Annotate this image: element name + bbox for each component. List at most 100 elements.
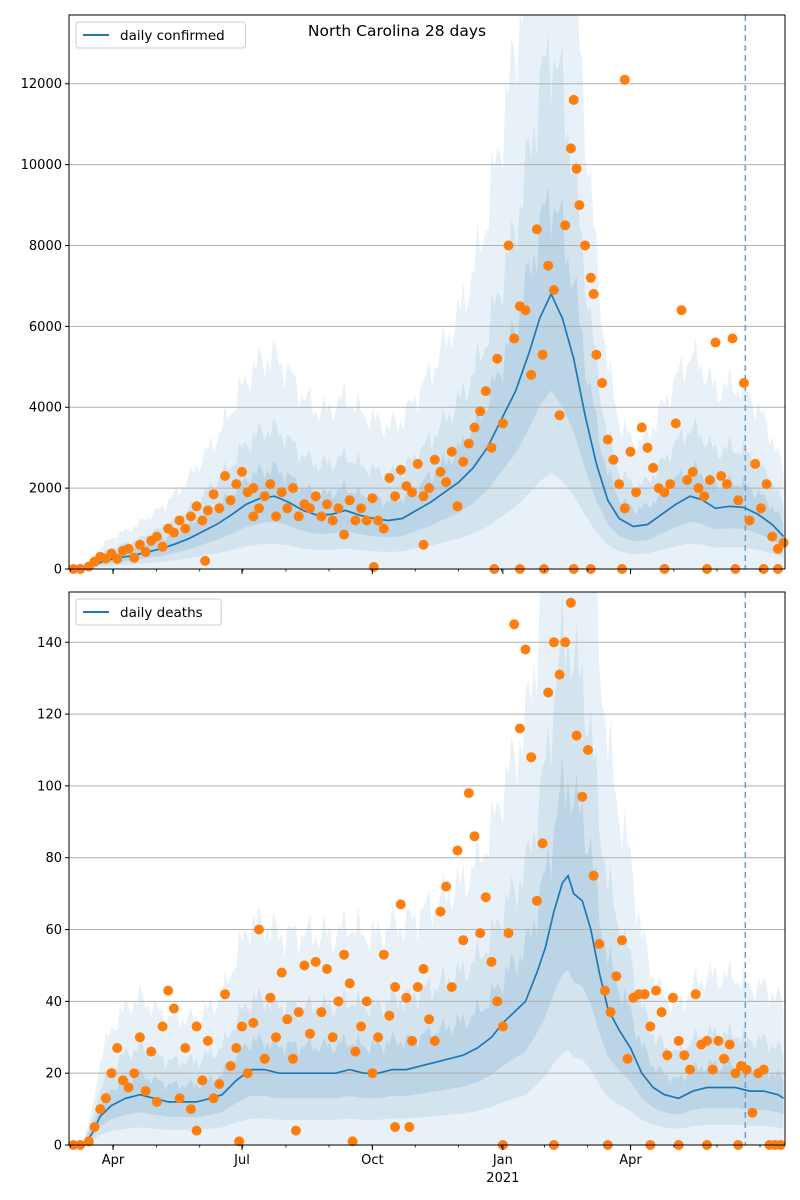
observed-point-98 <box>614 479 625 490</box>
observed-point-115 <box>710 337 721 348</box>
observed-point-42 <box>310 956 321 967</box>
observed-point-136 <box>290 1125 301 1136</box>
observed-point-45 <box>327 515 338 526</box>
x-tick-label-apr: Apr <box>102 1153 125 1168</box>
observed-point-102 <box>636 422 647 433</box>
confirmed-panel: 0 2000 4000 6000 8000 10000 12000 daily confirm… <box>21 14 789 578</box>
observed-point-64 <box>435 466 446 477</box>
observed-point-54 <box>378 523 389 534</box>
observed-point-37 <box>282 503 293 514</box>
observed-point-109 <box>676 305 687 316</box>
observed-point-75 <box>497 418 508 429</box>
observed-point-43 <box>316 511 327 522</box>
observed-point-117 <box>721 479 732 490</box>
observed-point-14 <box>151 531 162 542</box>
observed-point-76 <box>503 928 514 939</box>
observed-point-81 <box>531 224 542 235</box>
observed-point-92 <box>585 272 596 283</box>
observed-point-29 <box>237 466 247 477</box>
observed-point-42 <box>310 491 321 502</box>
observed-point-77 <box>509 333 520 344</box>
observed-point-60 <box>412 458 423 469</box>
y-tick-label-0: 0 <box>54 563 62 578</box>
observed-point-41 <box>305 503 315 514</box>
observed-point-21 <box>191 501 202 512</box>
observed-point-91 <box>580 240 591 251</box>
observed-point-63 <box>429 1035 440 1046</box>
observed-point-130 <box>368 562 379 572</box>
observed-point-88 <box>568 94 579 105</box>
observed-point-21 <box>191 1021 202 1032</box>
observed-point-20 <box>185 1104 196 1115</box>
observed-point-86 <box>560 220 571 231</box>
legend-label: daily deaths <box>120 605 203 621</box>
observed-point-26 <box>220 471 230 481</box>
observed-point-74 <box>492 996 503 1007</box>
observed-point-83 <box>543 687 554 698</box>
y-tick-label-0: 0 <box>54 1139 62 1154</box>
observed-point-23 <box>202 505 213 516</box>
observed-point-38 <box>288 483 298 494</box>
observed-point-134 <box>234 1136 245 1147</box>
observed-point-125 <box>767 531 778 542</box>
observed-point-19 <box>180 523 191 534</box>
y-tick-label-20: 20 <box>45 1067 62 1082</box>
observed-point-96 <box>617 935 627 946</box>
y-tick-label-8000: 8000 <box>29 239 62 254</box>
legend-box <box>75 21 246 49</box>
observed-point-6 <box>106 1068 117 1079</box>
observed-point-41 <box>305 1028 315 1039</box>
observed-point-28 <box>231 1043 242 1053</box>
observed-point-3 <box>89 1122 100 1132</box>
uncertainty-band-1 <box>69 15 784 569</box>
observed-point-16 <box>163 985 174 996</box>
observed-point-127 <box>778 537 789 548</box>
observed-point-31 <box>248 483 259 494</box>
uncertainty-band-2 <box>69 595 784 1145</box>
observed-point-68 <box>458 935 469 946</box>
observed-points <box>68 597 786 1150</box>
observed-point-92 <box>594 938 605 949</box>
observed-point-65 <box>441 881 452 892</box>
axes-frame <box>68 14 786 570</box>
observed-point-97 <box>622 1053 633 1064</box>
observed-point-43 <box>316 1007 327 1018</box>
observed-point-102 <box>651 985 661 996</box>
observed-point-89 <box>577 791 588 802</box>
observed-point-87 <box>565 143 576 154</box>
observed-point-22 <box>197 515 208 526</box>
observed-point-97 <box>608 454 619 465</box>
x-year-label: 2021 <box>486 1171 519 1186</box>
observed-point-70 <box>469 422 480 433</box>
observed-point-34 <box>265 479 276 490</box>
figure-title: North Carolina 28 days <box>308 22 486 40</box>
observed-point-10 <box>129 552 140 563</box>
observed-point-107 <box>679 1050 690 1061</box>
observed-point-114 <box>719 1053 729 1064</box>
y-tick-label-100: 100 <box>37 779 62 794</box>
observed-point-91 <box>588 870 599 881</box>
observed-point-23 <box>202 1035 213 1046</box>
observed-point-58 <box>401 992 412 1003</box>
observed-point-108 <box>670 418 681 429</box>
deaths-panel: 0 20 40 60 80 100 120 140 Apr Jul Oct Jan Apr 2021 dai… <box>37 591 786 1186</box>
observed-point-69 <box>463 438 474 449</box>
x-tick-label-jan: Jan <box>492 1153 513 1168</box>
observed-point-11 <box>134 1032 145 1043</box>
observed-point-33 <box>259 1053 270 1064</box>
observed-point-13 <box>146 1046 157 1057</box>
observed-point-116 <box>730 1068 741 1079</box>
observed-point-37 <box>282 1014 293 1025</box>
observed-point-115 <box>724 1039 735 1050</box>
observed-point-87 <box>565 597 576 608</box>
observed-point-5 <box>100 1093 111 1104</box>
y-tick-label-80: 80 <box>45 851 62 866</box>
observed-point-71 <box>475 406 486 417</box>
observed-point-104 <box>648 462 659 473</box>
legend-label: daily confirmed <box>120 28 225 44</box>
observed-point-119 <box>733 495 744 506</box>
observed-point-120 <box>738 378 749 388</box>
x-tick-label-apr: Apr <box>619 1153 642 1168</box>
observed-point-85 <box>554 669 565 680</box>
